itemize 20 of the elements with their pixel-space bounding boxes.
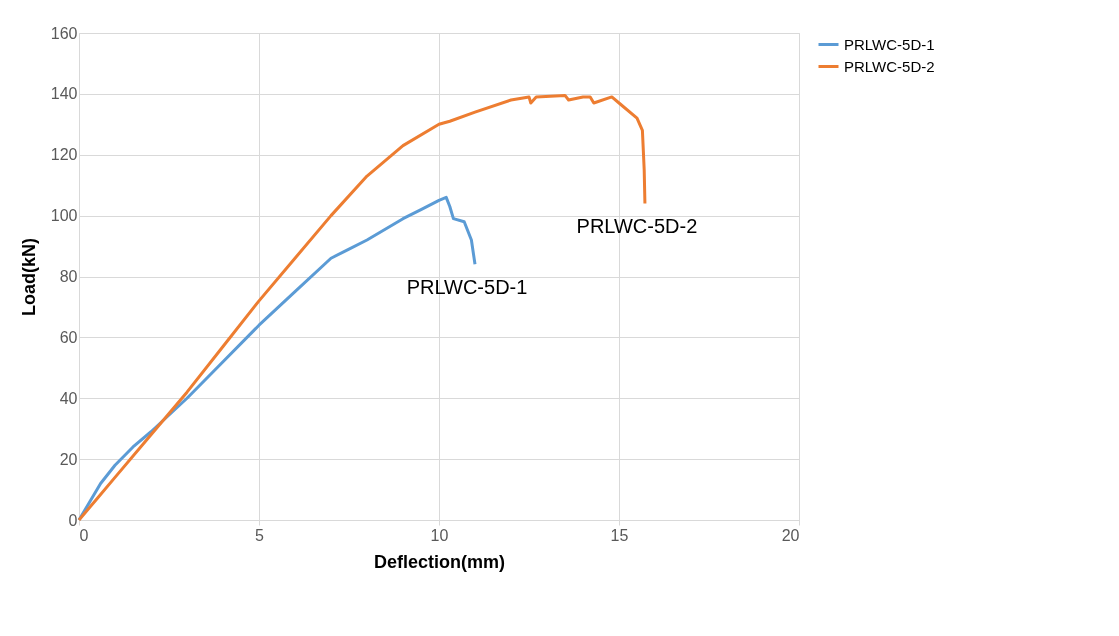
y-axis-title: Load(kN): [18, 238, 39, 316]
x-tick-label: 0: [79, 526, 89, 544]
y-tick-label: 160: [50, 24, 78, 42]
y-tick-label: 0: [68, 511, 78, 529]
y-tick-label: 60: [59, 328, 78, 346]
x-tick-label: 10: [430, 526, 449, 544]
annotation: PRLWC-5D-2: [576, 215, 698, 238]
annotation: PRLWC-5D-1: [406, 276, 528, 299]
legend-label: PRLWC-5D-1: [844, 35, 935, 53]
x-tick-label: 20: [781, 526, 800, 544]
legend-label: PRLWC-5D-2: [844, 57, 935, 75]
x-axis-title: Deflection(mm): [373, 551, 506, 572]
x-tick-label: 15: [610, 526, 629, 544]
x-tick-label: 5: [255, 526, 265, 544]
y-tick-label: 140: [50, 85, 78, 103]
y-tick-label: 40: [59, 389, 78, 407]
y-tick-label: 120: [50, 146, 78, 164]
y-tick-label: 100: [50, 207, 78, 225]
y-tick-label: 80: [59, 268, 78, 285]
y-tick-label: 20: [59, 450, 78, 468]
